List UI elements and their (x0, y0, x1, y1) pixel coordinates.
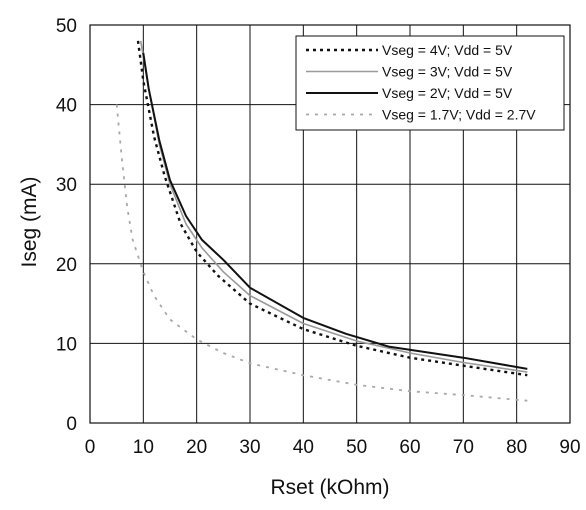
x-tick-label: 40 (293, 437, 314, 458)
series-line-1 (136, 40, 528, 377)
legend-label-4: Vseg = 1.7V; Vdd = 2.7V (382, 107, 536, 123)
plot-border (89, 24, 571, 424)
legend-label-2: Vseg = 3V; Vdd = 5V (382, 64, 513, 80)
x-tick-label: 70 (453, 437, 474, 458)
y-tick-label: 30 (56, 175, 77, 196)
y-axis-label: Iseg (mA) (18, 176, 41, 267)
y-tick-label: 50 (56, 16, 77, 37)
series-layer (115, 40, 528, 402)
x-tick-label: 90 (559, 437, 580, 458)
y-tick-label: 40 (56, 96, 77, 117)
legend-label-3: Vseg = 2V; Vdd = 5V (382, 85, 513, 101)
x-tick-label: 50 (346, 437, 367, 458)
x-tick-label: 10 (133, 437, 154, 458)
x-tick-label: 60 (399, 437, 420, 458)
series-line-3 (142, 52, 528, 370)
legend-label-1: Vseg = 4V; Vdd = 5V (382, 42, 513, 58)
plot-frame (89, 24, 571, 424)
x-tick-label: 0 (85, 437, 96, 458)
y-tick-label: 20 (56, 255, 77, 276)
y-tick-label: 10 (56, 334, 77, 355)
legend: Vseg = 4V; Vdd = 5V Vseg = 3V; Vdd = 5V Vs… (295, 35, 565, 131)
x-axis-label: Rset (kOhm) (270, 476, 389, 499)
legend-box (295, 35, 565, 131)
x-tick-label: 20 (186, 437, 207, 458)
series-line-2 (139, 40, 528, 373)
x-tick-label: 80 (506, 437, 527, 458)
x-tick-label: 30 (239, 437, 260, 458)
series-line-4 (115, 104, 528, 402)
tick-labels: 0 10 20 30 40 50 60 70 80 90 0 10 20 30 40 50 (56, 16, 581, 458)
y-tick-label: 0 (66, 414, 77, 435)
